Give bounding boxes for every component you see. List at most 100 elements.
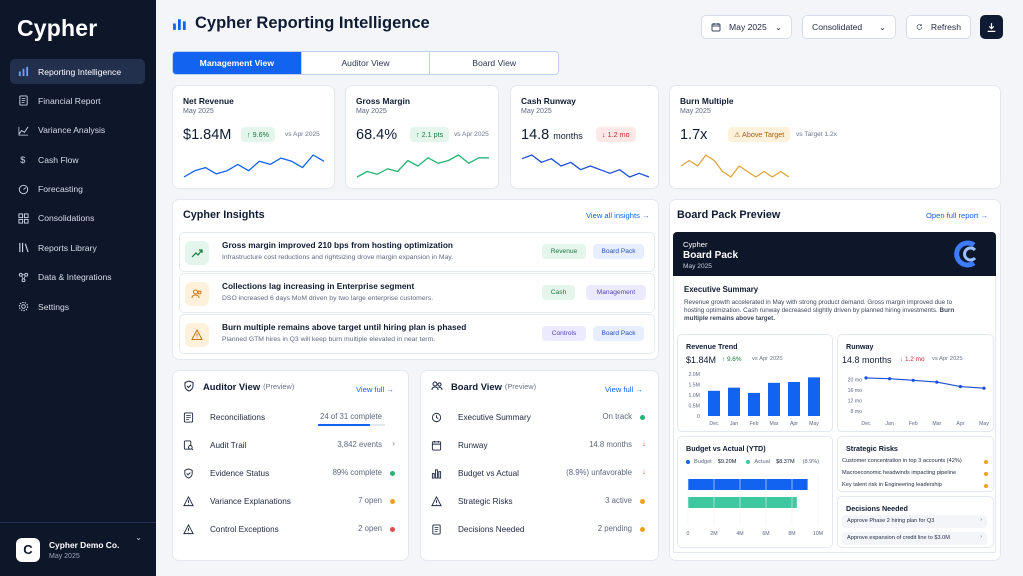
insight-headline: Burn multiple remains above target until…	[222, 322, 467, 332]
sidebar-item-data-integrations[interactable]: Data & Integrations	[10, 265, 145, 290]
gear-icon	[18, 301, 29, 312]
kpi-card-cash-runway[interactable]: Cash Runway May 2025 14.8 months ↓ 1.2 m…	[510, 85, 659, 189]
view-all-insights-link[interactable]: View all insights →	[586, 211, 650, 220]
variance-icon	[18, 126, 29, 136]
row-label: Executive Summary	[458, 412, 531, 422]
row-value: 3 active	[605, 496, 632, 505]
chevron-right-icon[interactable]: ›	[392, 439, 395, 448]
budget-vs-actual-card[interactable]: Budget vs Actual (YTD) Budget $9.20M Act…	[677, 436, 833, 548]
tab-management-view[interactable]: Management View	[173, 52, 302, 74]
sidebar-item-cash-flow[interactable]: $ Cash Flow	[10, 147, 145, 172]
org-name: Cypher Demo Co.	[49, 539, 120, 550]
revenue-bar	[708, 390, 720, 416]
runway-card[interactable]: Runway 14.8 months ↓ 1.2 mo vs Apr 2025 …	[837, 334, 994, 432]
insight-tag[interactable]: Controls	[542, 326, 586, 341]
board-row-budget-vs-actual[interactable]: Budget vs Actual	[431, 459, 519, 487]
runway-value: 14.8 months	[842, 355, 892, 365]
kpi-value: $1.84M	[183, 127, 232, 143]
insight-row[interactable]: Collections lag increasing in Enterprise…	[179, 273, 655, 313]
library-icon	[19, 243, 29, 253]
auditor-view-panel: Auditor View (Preview) View full → Reconc…	[172, 370, 409, 561]
sparkline-path	[183, 154, 325, 178]
open-full-report-link[interactable]: Open full report →	[926, 211, 989, 220]
auditor-view-full-link[interactable]: View full →	[356, 385, 394, 394]
board-pack-body: Executive Summary Revenue growth acceler…	[673, 276, 996, 553]
board-row-decisions-needed[interactable]: Decisions Needed	[431, 515, 524, 543]
bar-chart-icon	[18, 66, 29, 77]
download-button[interactable]	[980, 15, 1003, 39]
sidebar-item-financial-report[interactable]: Financial Report	[10, 88, 145, 113]
sidebar-item-settings[interactable]: Settings	[10, 294, 145, 319]
kpi-period: May 2025	[680, 108, 711, 115]
x-tick-label: Feb	[750, 421, 759, 427]
insight-row[interactable]: Gross margin improved 210 bps from hosti…	[179, 232, 655, 272]
revenue-bar	[728, 387, 740, 416]
clock-icon	[431, 412, 442, 422]
sidebar-item-reporting-intelligence[interactable]: Reporting Intelligence	[10, 59, 145, 84]
status-dot	[640, 415, 645, 420]
sidebar-item-label: Cash Flow	[38, 154, 79, 165]
insight-tag[interactable]: Board Pack	[593, 244, 644, 259]
board-row-executive-summary[interactable]: Executive Summary	[431, 403, 531, 431]
kpi-period: May 2025	[521, 108, 552, 115]
calendar-icon	[431, 440, 442, 451]
runway-title: Runway	[846, 342, 874, 351]
insight-tag[interactable]: Management	[586, 285, 646, 300]
decisions-needed-card[interactable]: Decisions Needed Approve Phase 2 hiring …	[837, 496, 994, 548]
auditor-row-control-exceptions[interactable]: Control Exceptions	[183, 515, 279, 543]
sidebar-item-label: Reporting Intelligence	[38, 66, 122, 77]
legend-swatch-actual	[746, 460, 751, 464]
runway-point	[864, 376, 868, 380]
insight-tag[interactable]: Revenue	[542, 244, 586, 259]
kpi-value-unit: months	[553, 131, 583, 141]
board-view-full-link[interactable]: View full →	[605, 385, 643, 394]
sidebar-item-variance-analysis[interactable]: Variance Analysis	[10, 118, 145, 143]
auditor-row-reconciliations[interactable]: Reconciliations	[183, 403, 265, 431]
revenue-trend-card[interactable]: Revenue Trend $1.84M ↑ 9.6% vs Apr 2025 …	[677, 334, 833, 432]
board-row-runway[interactable]: Runway	[431, 431, 488, 459]
entity-select-value: Consolidated	[812, 22, 863, 32]
revenue-bar	[748, 392, 760, 416]
sidebar-item-label: Financial Report	[38, 95, 101, 106]
decision-item[interactable]: Approve expansion of credit line to $3.0…	[842, 532, 987, 545]
board-view-title: Board View	[451, 380, 502, 392]
entity-select[interactable]: Consolidated ⌄	[802, 15, 896, 39]
runway-line	[865, 377, 985, 389]
insight-detail: DSO increased 6 days MoM driven by two l…	[222, 295, 434, 302]
tab-board-view[interactable]: Board View	[472, 58, 517, 68]
kpi-value: 1.7x	[680, 127, 708, 143]
auditor-row-evidence-status[interactable]: Evidence Status	[183, 459, 269, 487]
row-value: 2 pending	[597, 524, 632, 533]
strategic-risks-card[interactable]: Strategic Risks Customer concentration i…	[837, 436, 994, 492]
insights-title: Cypher Insights	[183, 209, 265, 221]
org-switcher[interactable]: C Cypher Demo Co. May 2025 ⌄	[0, 522, 156, 576]
people-icon	[431, 381, 443, 391]
sidebar-item-consolidations[interactable]: Consolidations	[10, 206, 145, 231]
kpi-card-net-revenue[interactable]: Net Revenue May 2025 $1.84M ↑ 9.6% vs Ap…	[172, 85, 335, 189]
sidebar-item-forecasting[interactable]: Forecasting	[10, 177, 145, 202]
kpi-card-burn-multiple[interactable]: Burn Multiple May 2025 1.7x ⚠ Above Targ…	[669, 85, 1001, 189]
tab-auditor-view[interactable]: Auditor View	[302, 52, 431, 74]
row-label: Evidence Status	[210, 468, 270, 478]
kpi-title: Net Revenue	[183, 96, 234, 106]
board-row-strategic-risks[interactable]: Strategic Risks	[431, 487, 513, 515]
bar-chart-icon	[173, 19, 186, 30]
insight-row[interactable]: Burn multiple remains above target until…	[179, 314, 655, 354]
sidebar-item-reports-library[interactable]: Reports Library	[10, 235, 145, 260]
kpi-period: May 2025	[183, 108, 214, 115]
auditor-row-audit-trail[interactable]: Audit Trail	[183, 431, 246, 459]
auditor-row-variance-explanations[interactable]: Variance Explanations	[183, 487, 291, 515]
row-value: 14.8 months	[589, 440, 632, 449]
y-tick-label: 16 mo	[848, 388, 863, 394]
audit-search-icon	[183, 439, 194, 450]
insight-tag[interactable]: Cash	[542, 285, 575, 300]
insight-tag[interactable]: Board Pack	[593, 326, 644, 341]
decision-item[interactable]: Approve Phase 2 hiring plan for Q3 ›	[842, 515, 987, 528]
refresh-button[interactable]: Refresh	[906, 15, 971, 39]
runway-badge: ↓ 1.2 mo	[900, 356, 925, 363]
period-select[interactable]: May 2025 ⌄	[701, 15, 792, 39]
chevron-down-icon[interactable]: ⌄	[135, 533, 142, 542]
kpi-card-gross-margin[interactable]: Gross Margin May 2025 68.4% ↑ 2.1 pts vs…	[345, 85, 499, 189]
y-tick-label: 8 mo	[850, 409, 862, 415]
revenue-bar	[768, 382, 780, 416]
